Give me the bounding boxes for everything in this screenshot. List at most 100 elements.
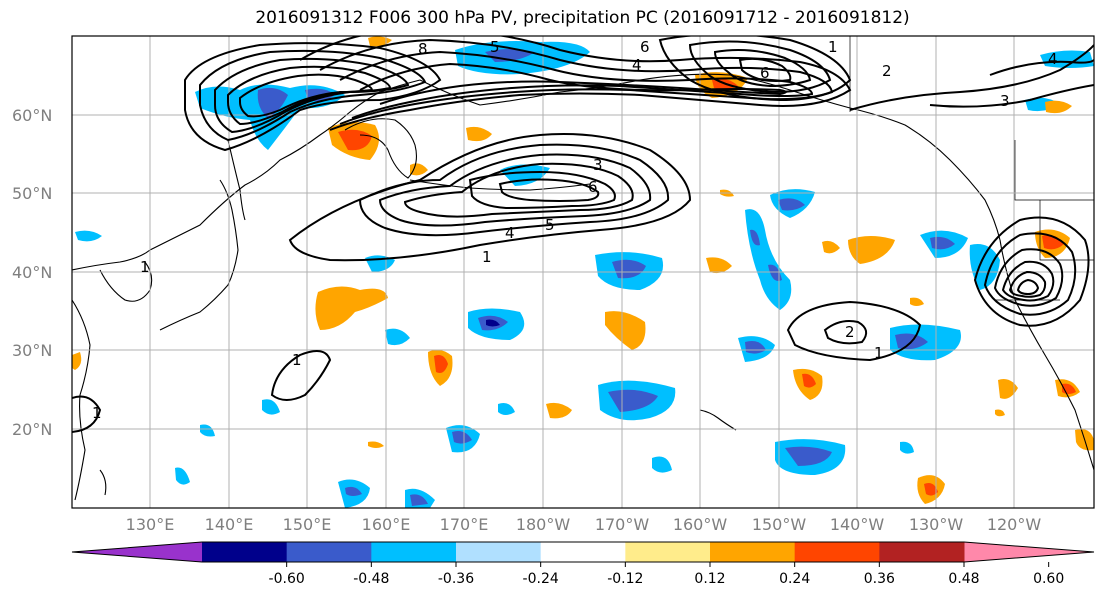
- pv-contour: [270, 350, 332, 401]
- precip-neg-patch: [969, 244, 1000, 290]
- colorbar-segment: [794, 542, 880, 562]
- coastline-hawaii: [699, 409, 737, 431]
- colorbar-tick-label: -0.60: [269, 571, 305, 587]
- lat-label: 60°N: [12, 106, 52, 125]
- pv-contour: [184, 42, 442, 152]
- pv-contour: [849, 44, 1094, 111]
- precip-neg-patch: [200, 424, 215, 437]
- pv-contour-label: 1: [292, 351, 302, 369]
- lon-label: 150°E: [283, 515, 332, 534]
- pv-contour: [1001, 260, 1055, 302]
- precip-neg-patch: [262, 399, 280, 415]
- lat-label: 40°N: [12, 263, 52, 282]
- precip-pos-patch: [848, 236, 895, 264]
- precip-neg-core: [612, 259, 646, 279]
- precip-pos-core: [802, 373, 816, 388]
- precip-pos-patch: [368, 441, 384, 448]
- colorbar-segment: [710, 542, 796, 562]
- pv-contour-label: 3: [593, 156, 603, 174]
- pv-contour: [358, 143, 670, 237]
- colorbar-tick-label: -0.24: [523, 571, 559, 587]
- lon-label: 120°W: [987, 515, 1042, 534]
- colorbar-segment: [286, 542, 372, 562]
- pv-contour: [288, 133, 692, 262]
- pv-contours: [72, 36, 1094, 433]
- colorbar-outline: [71, 541, 1095, 563]
- precip-neg-patch: [498, 403, 515, 415]
- pv-contour: [989, 59, 1094, 76]
- pv-contour: [339, 50, 814, 119]
- precip-pos-patch: [605, 311, 646, 350]
- precip-pos-patch: [822, 240, 840, 254]
- pv-contour: [299, 36, 852, 131]
- lon-label: 170°W: [595, 515, 650, 534]
- colorbar-tick-label: -0.48: [353, 571, 389, 587]
- pv-contour-labels: 8 6 5 4 3 2 1 6 6 4 5 1 3 2 1 1 1 1 4: [92, 38, 1058, 422]
- precip-pos-patch: [72, 352, 82, 370]
- colorbar: -0.60 -0.48 -0.36 -0.24 -0.12 0.12 0.24 0.36 0.4…: [71, 541, 1095, 587]
- precip-pos-patch: [995, 409, 1005, 417]
- colorbar-tick-label: 0.12: [694, 571, 725, 587]
- lat-label: 50°N: [12, 184, 52, 203]
- lon-label: 130°E: [126, 515, 175, 534]
- precip-neg-core: [452, 431, 472, 444]
- coastline-north-america-west: [999, 239, 1094, 471]
- coastline-korea: [99, 261, 153, 302]
- pv-contour-label: 5: [490, 38, 500, 56]
- coastline-taiwan: [99, 469, 107, 496]
- precip-neg-patch: [385, 328, 410, 346]
- pv-contour: [983, 232, 1077, 316]
- pv-contour-label: 6: [760, 64, 770, 82]
- pv-contour: [929, 84, 1094, 108]
- lon-label: 160°E: [362, 515, 411, 534]
- precip-neg-core: [750, 229, 760, 246]
- colorbar-segment: [456, 542, 542, 562]
- precip-neg-core: [345, 486, 362, 496]
- pv-contour-label: 6: [640, 38, 650, 56]
- lat-label: 30°N: [12, 341, 52, 360]
- pv-contour-label: 2: [882, 62, 892, 80]
- pv-contour-label: 4: [632, 56, 642, 74]
- pv-contour: [688, 40, 832, 94]
- pv-contour-label: 1: [140, 258, 150, 276]
- colorbar-tick-label: 0.36: [864, 571, 895, 587]
- precip-neg-core: [785, 446, 832, 466]
- lon-label: 140°E: [205, 515, 254, 534]
- precip-neg-core: [486, 319, 500, 327]
- precip-pos-patch: [998, 379, 1018, 399]
- pv-contour: [993, 248, 1064, 307]
- coastline-aleutians: [409, 179, 591, 191]
- pv-contour-label: 3: [1000, 92, 1010, 110]
- pv-contour: [1016, 278, 1040, 296]
- pv-contour: [403, 162, 634, 218]
- colorbar-segment: [625, 542, 711, 562]
- precip-neg-core: [608, 389, 658, 412]
- lat-label: 20°N: [12, 420, 52, 439]
- coastline-japan: [159, 179, 239, 331]
- pv-contour-label: 1: [874, 344, 884, 362]
- precip-neg-patch: [175, 467, 190, 485]
- map-title: 2016091312 F006 300 hPa PV, precipitatio…: [255, 8, 910, 28]
- pv-contour: [823, 320, 868, 345]
- colorbar-tick-label: 0.24: [779, 571, 810, 587]
- lon-label: 140°W: [830, 515, 885, 534]
- longitude-labels: 130°E 140°E 150°E 160°E 170°E 180°W 170°…: [126, 515, 1042, 534]
- precip-neg-core: [778, 198, 805, 211]
- colorbar-extend-low: [72, 542, 202, 562]
- colorbar-extend-high: [964, 542, 1094, 562]
- pv-contour-label: 1: [92, 404, 102, 422]
- precip-pos-core: [924, 483, 938, 496]
- lon-label: 150°W: [752, 515, 807, 534]
- pv-contour: [378, 153, 652, 227]
- pv-contour-label: 4: [1048, 50, 1058, 68]
- pv-contour: [468, 170, 616, 210]
- pv-contour-label: 6: [588, 178, 598, 196]
- pv-contour: [713, 49, 812, 88]
- colorbar-segment: [540, 542, 626, 562]
- lon-label: 130°W: [909, 515, 964, 534]
- pv-contour-label: 2: [845, 323, 855, 341]
- lon-label: 170°E: [440, 515, 489, 534]
- precip-neg-patch: [652, 456, 672, 473]
- precip-pos-patch: [315, 286, 388, 330]
